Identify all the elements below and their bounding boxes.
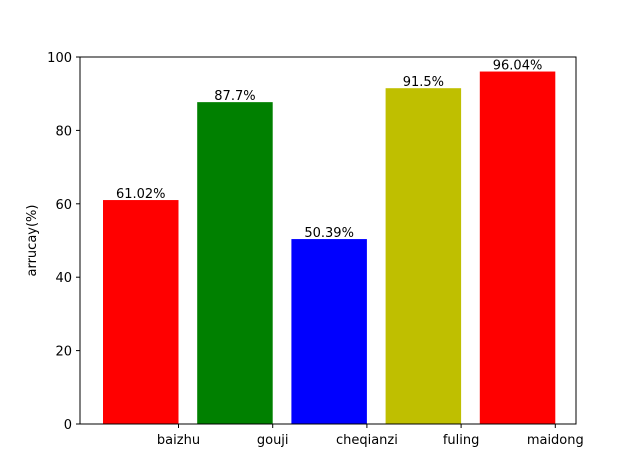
bars-group [103, 71, 556, 425]
y-tick-label-20: 20 [55, 345, 72, 360]
y-axis: 0 20 40 60 80 100 [47, 51, 80, 433]
bar-maidong [479, 71, 556, 424]
x-tick-label-maidong: maidong [527, 433, 584, 448]
bar-baizhu [103, 200, 179, 424]
y-tick-label-0: 0 [64, 418, 72, 433]
plot-frame [79, 56, 577, 425]
data-label-fuling: 91.5% [403, 75, 444, 90]
data-label-cheqianzi: 50.39% [304, 226, 354, 241]
data-labels-group: 61.02% 87.7% 50.39% 91.5% 96.04% [116, 59, 542, 242]
bar-fuling [385, 88, 462, 424]
x-tick-label-baizhu: baizhu [157, 433, 200, 448]
y-tick-label-40: 40 [55, 271, 72, 286]
y-tick-label-100: 100 [47, 51, 72, 66]
data-label-gouji: 87.7% [214, 89, 255, 104]
y-tick-label-80: 80 [55, 124, 72, 139]
data-label-maidong: 96.04% [493, 59, 543, 74]
y-axis-title: arrucay(%) [25, 205, 40, 277]
data-label-baizhu: 61.02% [116, 187, 166, 202]
x-axis: baizhu gouji cheqianzi fuling maidong [157, 424, 584, 448]
x-tick-label-cheqianzi: cheqianzi [336, 433, 398, 448]
bar-gouji [197, 102, 273, 425]
bar-cheqianzi [291, 239, 367, 424]
x-tick-label-fuling: fuling [443, 433, 480, 448]
y-tick-label-60: 60 [55, 198, 72, 213]
x-tick-label-gouji: gouji [257, 433, 289, 448]
